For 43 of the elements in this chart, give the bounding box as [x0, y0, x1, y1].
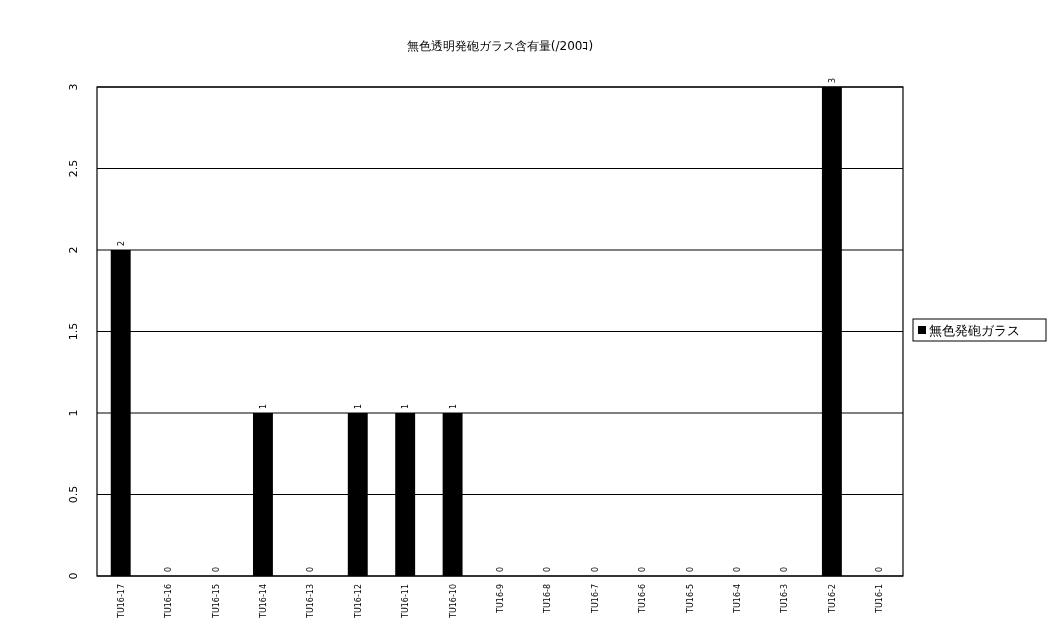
x-tick-label: TU16-4 — [733, 584, 743, 614]
x-tick-label: TU16-12 — [353, 584, 363, 619]
data-label: 1 — [448, 403, 458, 409]
data-label: 0 — [164, 566, 174, 572]
x-tick-label: TU16-7 — [590, 584, 600, 614]
x-tick-label: TU16-8 — [543, 584, 553, 614]
data-label: 1 — [258, 403, 268, 409]
data-label: 0 — [780, 566, 790, 572]
data-label: 3 — [827, 77, 837, 83]
x-tick-label: TU16-5 — [685, 584, 695, 614]
data-label: 0 — [590, 566, 600, 572]
data-label: 0 — [875, 566, 885, 572]
legend-label: 無色発砲ガラス — [929, 323, 1020, 338]
x-tick-label: TU16-15 — [211, 584, 221, 619]
y-tick-label: 2 — [67, 246, 80, 254]
x-tick-label: TU16-11 — [401, 584, 411, 619]
data-label: 1 — [401, 403, 411, 409]
y-tick-label: 0 — [67, 572, 80, 580]
data-label: 0 — [685, 566, 695, 572]
data-label: 2 — [116, 240, 126, 246]
y-tick-label: 3 — [67, 83, 80, 91]
y-tick-label: 2.5 — [67, 159, 80, 178]
data-label: 1 — [353, 403, 363, 409]
x-tick-label: TU16-17 — [116, 584, 126, 619]
y-tick-label: 0.5 — [67, 485, 80, 504]
y-tick-label: 1 — [67, 409, 80, 417]
y-tick-label: 1.5 — [67, 322, 80, 341]
x-tick-label: TU16-6 — [638, 584, 648, 614]
data-label: 0 — [306, 566, 316, 572]
data-label: 0 — [496, 566, 505, 572]
x-tick-label: TU16-13 — [306, 584, 316, 619]
x-tick-label: TU16-2 — [827, 584, 837, 614]
data-label: 0 — [733, 566, 743, 572]
x-tick-label: TU16-1 — [875, 584, 885, 614]
x-tick-label: TU16-16 — [164, 584, 174, 619]
data-label: 0 — [543, 566, 553, 572]
data-label: 0 — [638, 566, 648, 572]
x-tick-label: TU16-3 — [780, 584, 790, 614]
x-tick-label: TU16-10 — [448, 584, 458, 619]
x-tick-label: TU16-9 — [496, 584, 505, 614]
chart-title: 無色透明発砲ガラス含有量(/200ｺ) — [406, 39, 594, 53]
x-tick-label: TU16-14 — [258, 584, 268, 619]
data-label: 0 — [211, 566, 221, 572]
